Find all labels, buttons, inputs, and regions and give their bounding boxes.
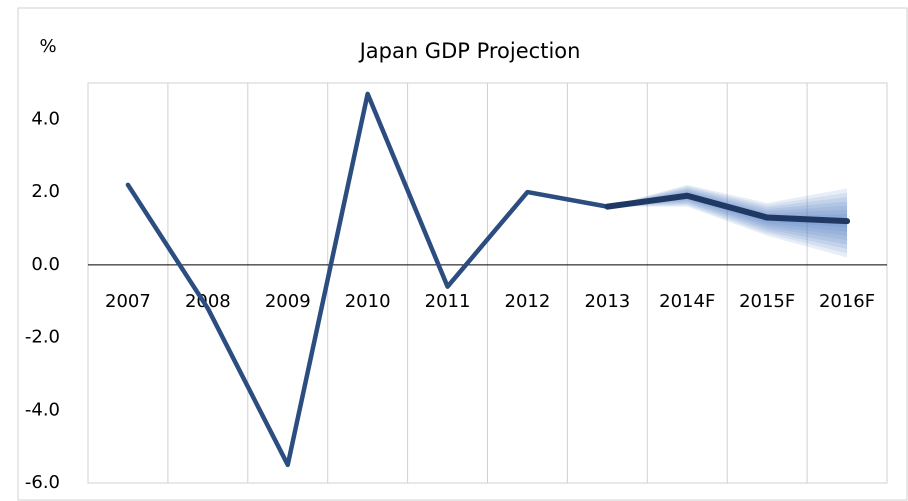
x-tick-label: 2008	[185, 291, 231, 312]
forecast-band-level	[607, 190, 848, 241]
x-tick-label: 2009	[265, 291, 311, 312]
forecast-band-level	[607, 193, 848, 232]
forecast-band-level	[607, 191, 848, 236]
y-tick-label: -4.0	[25, 399, 60, 420]
x-tick-label: 2014F	[659, 291, 715, 312]
series-line	[604, 192, 851, 225]
series-line	[125, 91, 610, 468]
x-tick-label: 2015F	[739, 291, 795, 312]
y-tick-label: 2.0	[31, 181, 60, 202]
forecast-band	[607, 184, 848, 258]
forecast-band-level	[607, 187, 848, 249]
y-tick-label: 4.0	[31, 108, 60, 129]
x-tick-label: 2016F	[819, 291, 875, 312]
x-tick-label: 2010	[345, 291, 391, 312]
chart-frame	[17, 7, 908, 501]
x-tick-label: 2012	[505, 291, 551, 312]
y-tick-label: -6.0	[25, 472, 60, 493]
y-tick-label: -2.0	[25, 327, 60, 348]
forecast-band-level	[607, 186, 848, 254]
chart-title: Japan GDP Projection	[358, 39, 581, 63]
x-tick-label: 2007	[105, 291, 151, 312]
forecast-band-level	[607, 188, 848, 245]
x-tick-label: 2011	[425, 291, 471, 312]
x-tick-label: 2013	[584, 291, 630, 312]
y-axis-label: %	[39, 36, 56, 57]
y-tick-label: 0.0	[31, 254, 60, 275]
